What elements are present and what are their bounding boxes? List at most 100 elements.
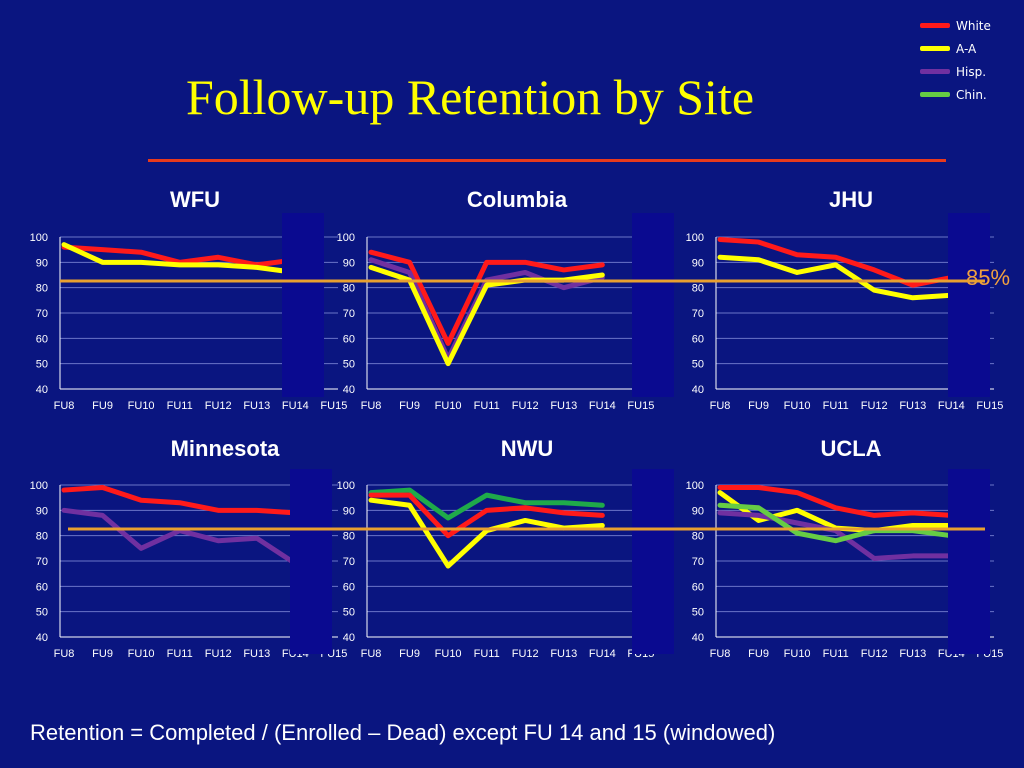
footnote: Retention = Completed / (Enrolled – Dead… <box>30 720 776 745</box>
legend-item-white: White <box>920 14 1020 37</box>
legend-item-hisp: Hisp. <box>920 60 1020 83</box>
overlay-mask <box>948 469 990 654</box>
y-tick-label: 90 <box>36 505 48 517</box>
y-tick-label: 60 <box>343 581 355 593</box>
x-tick-label: FU11 <box>823 400 849 412</box>
series-line-white <box>368 249 605 346</box>
y-tick-label: 90 <box>692 505 704 517</box>
x-tick-label: FU9 <box>399 400 420 412</box>
chart-title-ucla: UCLA <box>820 436 882 461</box>
x-tick-label: FU15 <box>627 400 654 412</box>
overlay-mask <box>290 469 332 654</box>
x-tick-label: FU13 <box>550 400 577 412</box>
x-tick-label: FU12 <box>205 648 232 660</box>
x-tick-label: FU12 <box>205 400 232 412</box>
legend-swatch-hisp <box>920 69 950 74</box>
legend-item-aa: A-A <box>920 37 1020 60</box>
y-tick-label: 50 <box>343 607 355 619</box>
chart-title-columbia: Columbia <box>466 187 568 212</box>
y-tick-label: 100 <box>30 232 48 244</box>
x-tick-label: FU10 <box>784 648 811 660</box>
legend-swatch-white <box>920 23 950 28</box>
y-tick-label: 50 <box>36 359 48 371</box>
legend-item-chin: Chin. <box>920 83 1020 106</box>
chart-title-wfu: WFU <box>169 187 221 212</box>
x-tick-label: FU12 <box>512 648 539 660</box>
x-tick-label: FU8 <box>54 400 75 412</box>
series-line-white <box>61 244 298 268</box>
legend-label-chin: Chin. <box>956 87 987 102</box>
y-tick-label: 80 <box>692 283 704 295</box>
x-tick-label: FU14 <box>938 400 965 412</box>
series-line-hisp <box>717 510 954 561</box>
x-tick-label: FU8 <box>710 648 731 660</box>
legend: White A-A Hisp. Chin. <box>920 14 1020 106</box>
y-tick-label: 60 <box>692 333 704 345</box>
series-line-white <box>61 485 298 516</box>
x-tick-label: FU9 <box>748 400 769 412</box>
y-tick-label: 40 <box>692 384 704 396</box>
x-tick-label: FU13 <box>550 648 577 660</box>
x-tick-label: FU10 <box>128 400 155 412</box>
series-line-a-a <box>61 242 298 275</box>
y-tick-label: 60 <box>692 581 704 593</box>
y-tick-label: 100 <box>337 480 355 492</box>
y-tick-label: 80 <box>343 283 355 295</box>
series-line-chin <box>368 487 605 521</box>
x-tick-label: FU15 <box>320 400 347 412</box>
y-tick-label: 60 <box>36 333 48 345</box>
x-tick-label: FU8 <box>710 400 731 412</box>
y-tick-label: 40 <box>343 384 355 396</box>
y-tick-label: 70 <box>36 556 48 568</box>
legend-label-hisp: Hisp. <box>956 64 987 79</box>
y-tick-label: 80 <box>36 531 48 543</box>
y-tick-label: 60 <box>343 333 355 345</box>
x-tick-label: FU8 <box>54 648 75 660</box>
y-tick-label: 50 <box>692 607 704 619</box>
series-line-a-a <box>717 254 954 301</box>
x-tick-label: FU10 <box>128 648 155 660</box>
overlay-mask <box>948 213 990 397</box>
title-divider <box>148 159 946 162</box>
overlay-mask <box>632 469 674 654</box>
y-tick-label: 90 <box>343 505 355 517</box>
chart-title-jhu: JHU <box>828 187 873 212</box>
x-tick-label: FU14 <box>282 400 309 412</box>
y-tick-label: 40 <box>692 632 704 644</box>
y-tick-label: 90 <box>36 257 48 269</box>
y-tick-label: 70 <box>36 308 48 320</box>
x-tick-label: FU9 <box>92 648 113 660</box>
overlay-mask <box>632 213 674 397</box>
y-tick-label: 50 <box>36 607 48 619</box>
y-tick-label: 70 <box>343 556 355 568</box>
chart-title-minnesota: Minnesota <box>170 436 280 461</box>
legend-swatch-aa <box>920 46 950 51</box>
threshold-label: 85% <box>966 265 1011 290</box>
x-tick-label: FU13 <box>899 400 926 412</box>
y-tick-label: 60 <box>36 581 48 593</box>
y-tick-label: 100 <box>337 232 355 244</box>
y-tick-label: 100 <box>30 480 48 492</box>
x-tick-label: FU10 <box>784 400 811 412</box>
legend-swatch-chin <box>920 92 950 97</box>
y-tick-label: 100 <box>686 480 704 492</box>
x-tick-label: FU13 <box>243 648 270 660</box>
series-line-white <box>368 492 605 539</box>
legend-label-white: White <box>956 18 991 33</box>
y-tick-label: 40 <box>343 632 355 644</box>
x-tick-label: FU12 <box>512 400 539 412</box>
y-tick-label: 40 <box>36 632 48 644</box>
chart-title-nwu: NWU <box>500 436 554 461</box>
y-tick-label: 100 <box>686 232 704 244</box>
y-tick-label: 90 <box>343 257 355 269</box>
x-tick-label: FU11 <box>474 400 500 412</box>
y-tick-label: 50 <box>343 359 355 371</box>
x-tick-label: FU11 <box>474 648 500 660</box>
y-tick-label: 70 <box>692 556 704 568</box>
series-line-white <box>717 237 954 288</box>
overlay-mask <box>282 213 324 397</box>
